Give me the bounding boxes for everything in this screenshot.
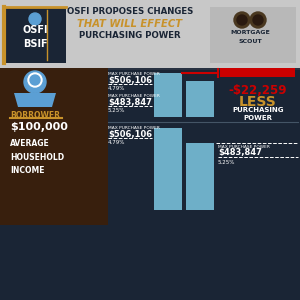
Text: PURCHASING
POWER: PURCHASING POWER xyxy=(232,107,284,121)
Text: MAX PURCHASE POWER: MAX PURCHASE POWER xyxy=(218,145,270,149)
Circle shape xyxy=(28,73,42,87)
Text: MORTGAGE
SCOUT: MORTGAGE SCOUT xyxy=(230,30,270,44)
Text: $483,847: $483,847 xyxy=(218,148,262,158)
Text: $506,106: $506,106 xyxy=(108,76,152,85)
Text: -$22,259: -$22,259 xyxy=(229,83,287,97)
Text: PURCHASING POWER: PURCHASING POWER xyxy=(79,32,181,40)
Text: AVERAGE
HOUSEHOLD
INCOME: AVERAGE HOUSEHOLD INCOME xyxy=(10,139,64,175)
Text: $506,106: $506,106 xyxy=(108,130,152,139)
Text: MAX PURCHASE POWER: MAX PURCHASE POWER xyxy=(108,126,160,130)
Text: $100,000: $100,000 xyxy=(10,122,68,132)
Text: OSFI PROPOSES CHANGES: OSFI PROPOSES CHANGES xyxy=(67,8,193,16)
Text: 4.79%: 4.79% xyxy=(108,85,125,91)
Text: 4.79%: 4.79% xyxy=(108,140,125,145)
Text: 5.25%: 5.25% xyxy=(218,160,236,164)
Text: THAT WILL EFFECT: THAT WILL EFFECT xyxy=(77,19,183,29)
Text: 5.25%: 5.25% xyxy=(108,107,125,112)
Text: $483,847: $483,847 xyxy=(108,98,152,106)
FancyBboxPatch shape xyxy=(154,128,182,210)
Circle shape xyxy=(234,12,250,28)
Polygon shape xyxy=(14,93,56,107)
Circle shape xyxy=(253,15,263,25)
FancyBboxPatch shape xyxy=(186,143,214,210)
Circle shape xyxy=(237,15,247,25)
FancyBboxPatch shape xyxy=(0,68,108,225)
FancyBboxPatch shape xyxy=(186,81,214,117)
FancyBboxPatch shape xyxy=(220,68,295,77)
Circle shape xyxy=(250,12,266,28)
FancyBboxPatch shape xyxy=(154,73,182,117)
Text: BORROWER: BORROWER xyxy=(10,110,60,119)
FancyBboxPatch shape xyxy=(210,7,296,63)
FancyBboxPatch shape xyxy=(0,0,300,70)
Text: MAX PURCHASE POWER: MAX PURCHASE POWER xyxy=(108,72,160,76)
Text: OSFI
BSIF: OSFI BSIF xyxy=(22,25,48,49)
FancyBboxPatch shape xyxy=(4,7,66,63)
FancyBboxPatch shape xyxy=(0,68,300,300)
Text: MAX PURCHASE POWER: MAX PURCHASE POWER xyxy=(108,94,160,98)
Circle shape xyxy=(30,75,40,85)
Text: LESS: LESS xyxy=(239,95,277,109)
Circle shape xyxy=(24,71,46,93)
Circle shape xyxy=(29,13,41,25)
